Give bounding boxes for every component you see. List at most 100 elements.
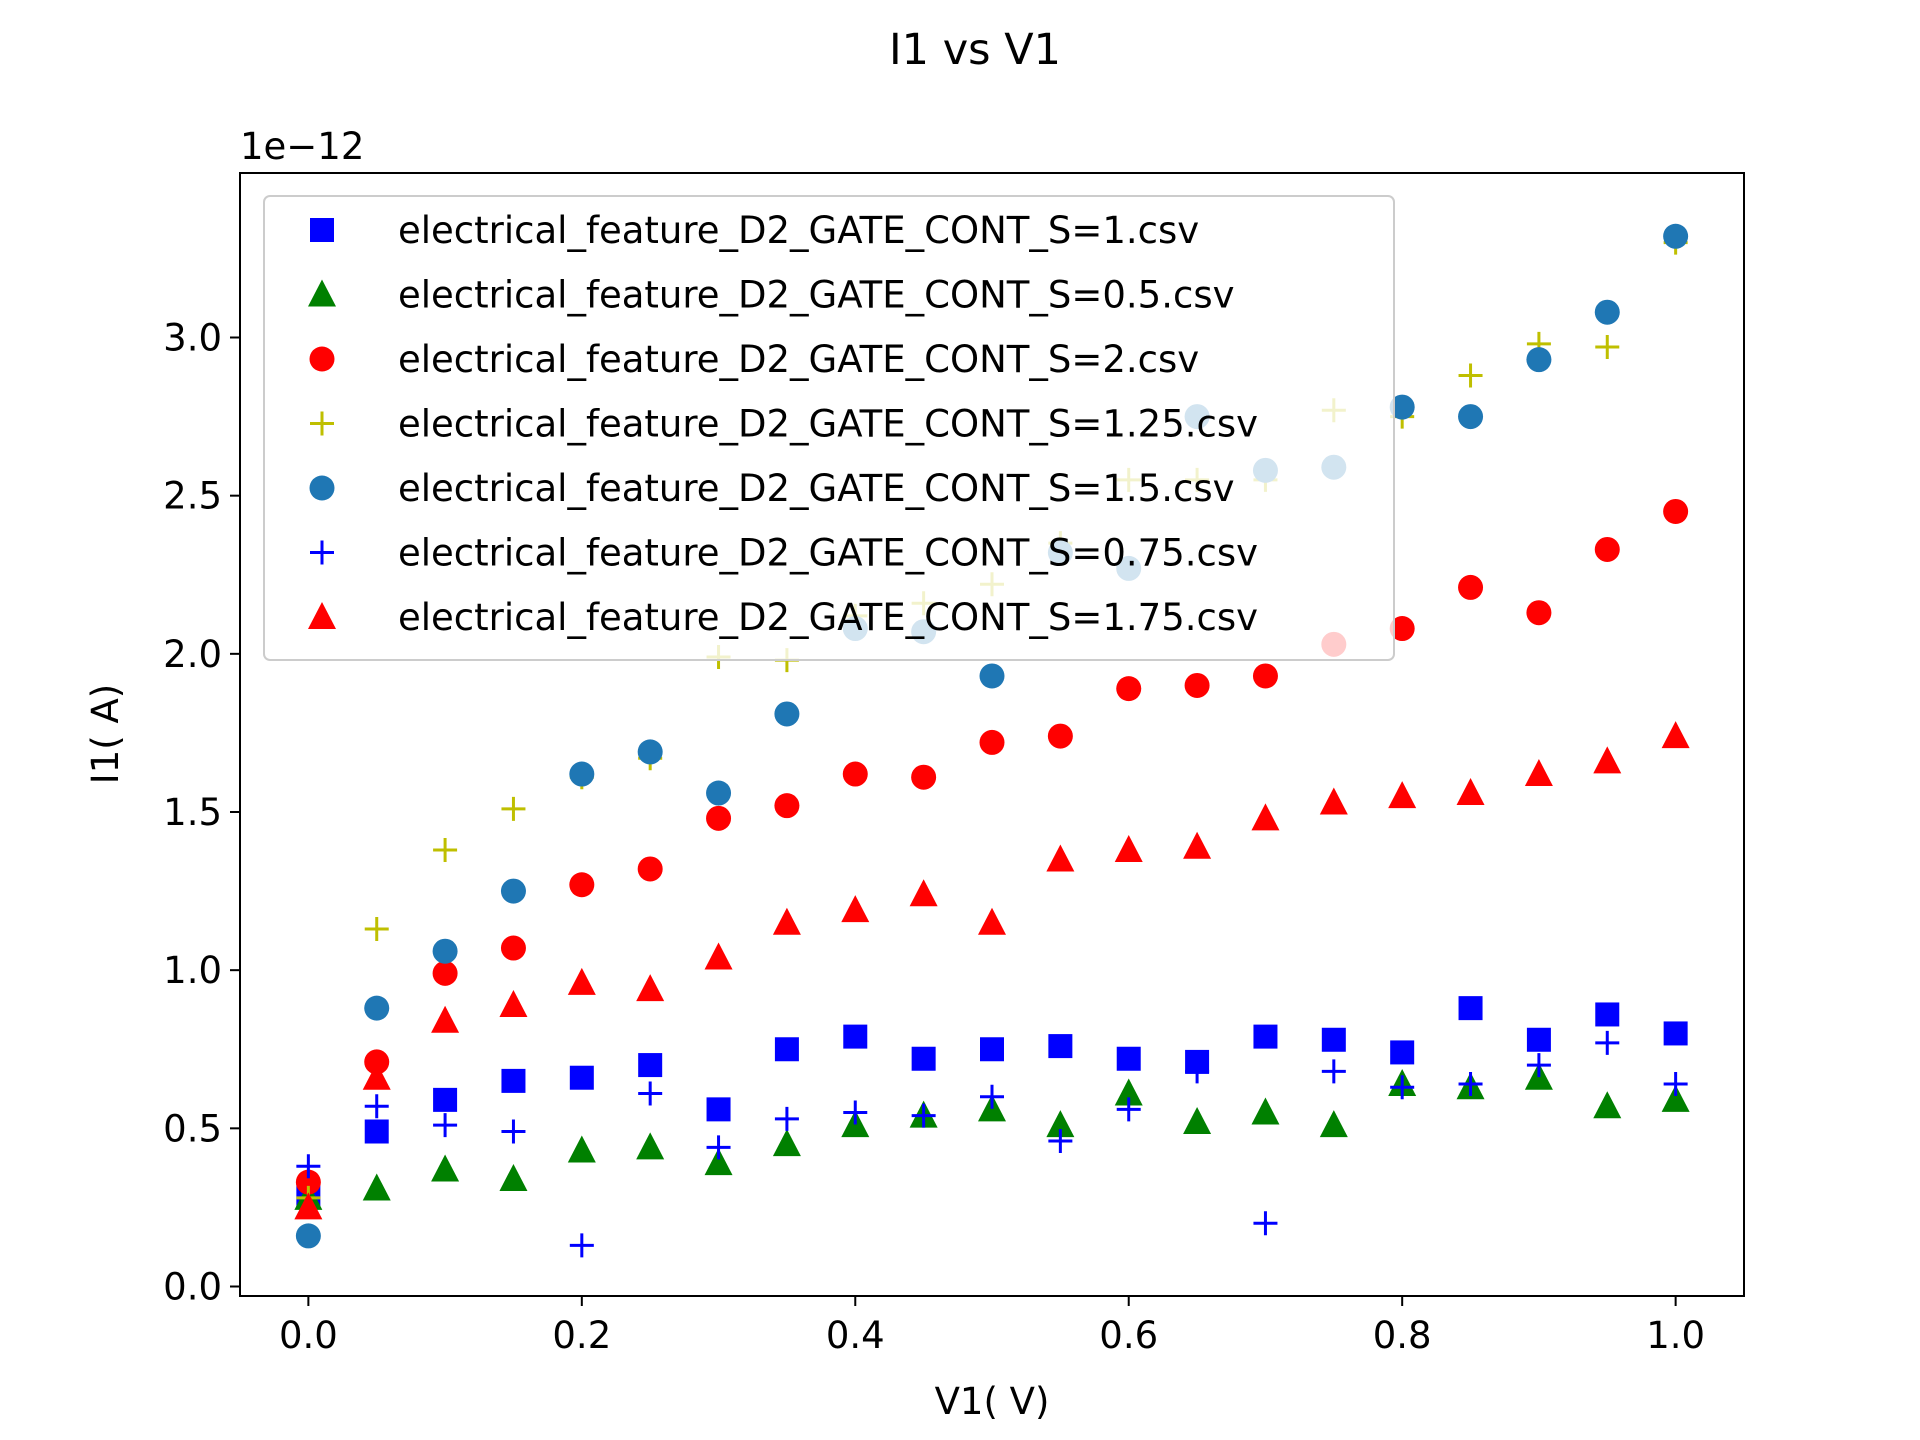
data-point — [432, 960, 458, 986]
data-point — [364, 917, 389, 942]
data-point — [979, 729, 1005, 755]
data-point — [909, 879, 938, 907]
data-point — [1458, 574, 1484, 600]
data-point — [1047, 723, 1073, 749]
y-tick-label: 0.5 — [163, 1107, 222, 1150]
data-point — [1252, 663, 1278, 689]
y-tick-label: 1.5 — [163, 791, 222, 834]
data-point — [980, 1084, 1004, 1109]
data-point — [500, 935, 526, 961]
data-point — [567, 967, 596, 995]
data-point — [501, 1119, 526, 1144]
y-tick-label: 1.0 — [163, 949, 222, 992]
x-tick-label: 0.6 — [1099, 1314, 1158, 1357]
legend-marker — [309, 475, 335, 501]
data-point — [1319, 1110, 1348, 1138]
data-point — [706, 780, 732, 806]
legend-label: electrical_feature_D2_GATE_CONT_S=0.5.cs… — [398, 274, 1235, 317]
data-point — [364, 995, 390, 1021]
y-tick-label: 3.0 — [163, 316, 222, 359]
data-point — [364, 1049, 390, 1075]
data-point — [1046, 1110, 1075, 1138]
data-point — [1321, 1027, 1346, 1052]
legend-marker — [309, 346, 335, 372]
data-point — [1253, 1211, 1278, 1236]
data-point — [433, 1113, 458, 1138]
data-point — [1594, 299, 1620, 325]
chart-title: I1 vs V1 — [889, 25, 1061, 75]
data-point — [1595, 1030, 1620, 1055]
y-offset-label: 1e−12 — [240, 125, 364, 168]
data-point — [1114, 834, 1143, 862]
data-point — [1116, 1046, 1141, 1071]
data-point — [979, 663, 1005, 689]
data-point — [636, 974, 665, 1002]
data-point — [1458, 996, 1483, 1021]
data-point — [1251, 803, 1280, 831]
data-point — [772, 907, 801, 935]
data-point — [637, 856, 663, 882]
x-tick-label: 1.0 — [1646, 1314, 1705, 1357]
data-point — [431, 1005, 460, 1033]
data-point — [364, 1119, 389, 1144]
data-point — [638, 1053, 663, 1078]
data-point — [500, 878, 526, 904]
data-point — [636, 1132, 665, 1160]
data-point — [1048, 1034, 1073, 1059]
data-point — [1594, 536, 1620, 562]
data-point — [843, 1100, 868, 1125]
data-point — [843, 1024, 868, 1049]
series-5 — [296, 1030, 1688, 1258]
legend-label: electrical_feature_D2_GATE_CONT_S=1.5.cs… — [398, 467, 1235, 510]
data-point — [841, 895, 870, 923]
y-tick-label: 2.5 — [163, 475, 222, 518]
data-point — [362, 1062, 391, 1090]
data-point — [1458, 363, 1483, 388]
data-point — [911, 1046, 936, 1071]
y-tick-label: 0.0 — [163, 1266, 222, 1309]
data-point — [1183, 831, 1212, 859]
legend-label: electrical_feature_D2_GATE_CONT_S=2.csv — [398, 338, 1199, 381]
data-point — [911, 764, 937, 790]
data-point — [1321, 1059, 1346, 1084]
legend-label: electrical_feature_D2_GATE_CONT_S=0.75.c… — [398, 532, 1258, 575]
x-tick-label: 0.2 — [552, 1314, 611, 1357]
legend-marker — [308, 279, 336, 307]
legend-marker — [310, 411, 334, 436]
legend-marker — [308, 602, 336, 629]
data-point — [1526, 600, 1552, 626]
data-point — [433, 837, 458, 862]
data-point — [842, 761, 868, 787]
data-point — [501, 1068, 526, 1093]
data-point — [1595, 334, 1620, 359]
x-axis-label: V1( V) — [935, 1380, 1050, 1423]
data-point — [1251, 1097, 1280, 1125]
legend: electrical_feature_D2_GATE_CONT_S=1.csve… — [263, 195, 1395, 661]
data-point — [1593, 1091, 1622, 1119]
data-point — [296, 1154, 321, 1179]
data-point — [1663, 223, 1689, 249]
data-point — [1183, 1107, 1212, 1135]
data-point — [1661, 1084, 1690, 1112]
data-point — [774, 701, 800, 727]
data-point — [1595, 1002, 1620, 1027]
data-point — [1185, 1059, 1210, 1084]
data-point — [980, 1037, 1004, 1062]
data-point — [432, 938, 458, 964]
data-point — [433, 1087, 458, 1112]
data-point — [774, 793, 800, 819]
data-point — [295, 1223, 321, 1249]
x-tick-label: 0.4 — [826, 1314, 885, 1357]
data-point — [569, 1233, 594, 1258]
data-point — [362, 1173, 391, 1201]
x-tick-label: 0.0 — [279, 1314, 338, 1357]
data-point — [1661, 721, 1690, 749]
data-point — [704, 942, 733, 970]
data-point — [704, 1148, 733, 1176]
y-axis-label: I1( A) — [84, 684, 127, 784]
data-point — [706, 1135, 731, 1160]
data-point — [774, 1106, 799, 1131]
series-6 — [294, 721, 1690, 1220]
data-point — [567, 1135, 596, 1163]
legend-box — [263, 195, 1395, 661]
